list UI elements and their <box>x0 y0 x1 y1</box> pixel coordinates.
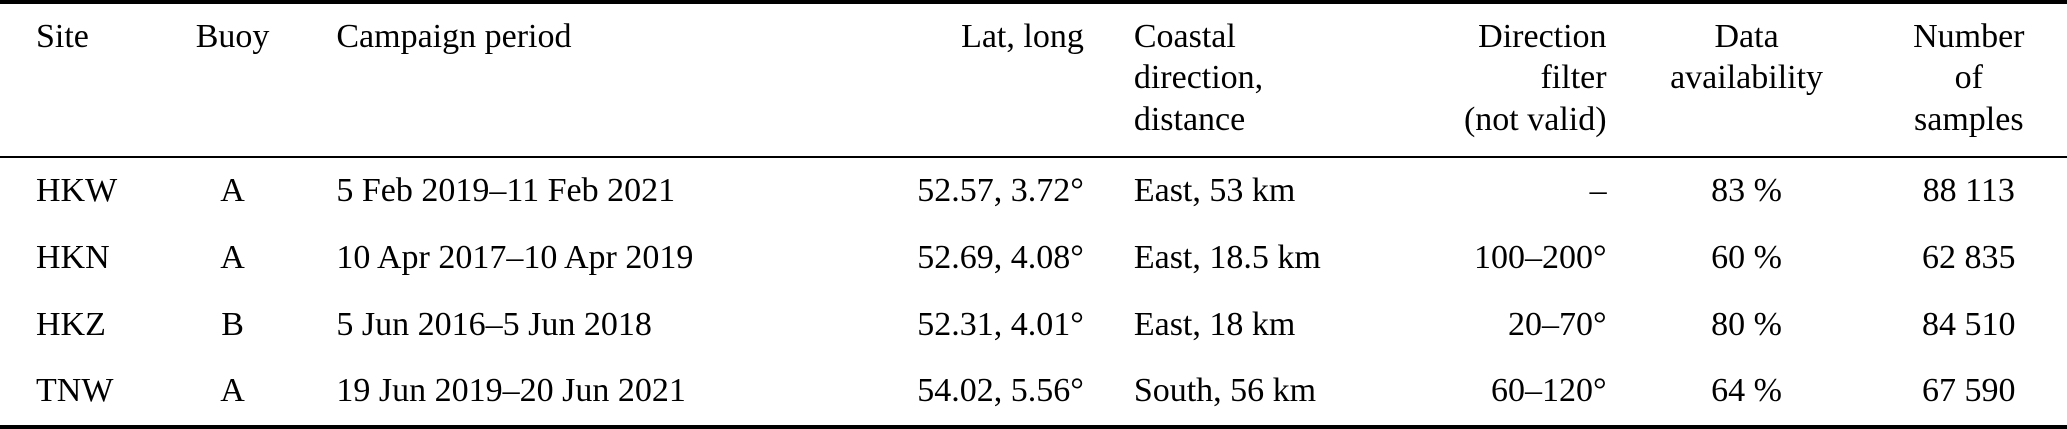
cell-lat-long: 52.57, 3.72° <box>917 172 1084 210</box>
cell-number-of-samples: 88 113 <box>1922 172 2015 210</box>
header-line: availability <box>1670 59 1824 97</box>
cell-direction-filter: 20–70° <box>1507 305 1607 343</box>
cell-direction-filter: 60–120° <box>1490 372 1607 410</box>
header-line: samples <box>1914 100 2024 138</box>
table-row: HKW A 5 Feb 2019–11 Feb 2021 52.57, 3.72… <box>0 157 2067 225</box>
cell-number-of-samples: 84 510 <box>1922 305 2016 343</box>
header-line: Data <box>1714 18 1779 55</box>
header-line: Campaign period <box>336 18 572 55</box>
cell-lat-long: 52.31, 4.01° <box>917 305 1084 343</box>
cell-buoy: A <box>220 372 245 410</box>
header-line: direction, <box>1133 59 1264 97</box>
header-line: Number <box>1913 18 2025 55</box>
table-body: HKW A 5 Feb 2019–11 Feb 2021 52.57, 3.72… <box>0 157 2067 427</box>
cell-data-availability: 83 % <box>1711 172 1782 210</box>
header-line: filter <box>1540 59 1607 97</box>
header-line: Lat, long <box>961 18 1084 55</box>
header-line: Site <box>36 18 89 55</box>
table-row: TNW A 19 Jun 2019–20 Jun 2021 54.02, 5.5… <box>0 358 2067 427</box>
cell-data-availability: 64 % <box>1711 372 1782 410</box>
col-header-lat-long: Lat, long <box>868 2 1106 159</box>
cell-coastal-direction-distance: East, 18 km <box>1133 305 1296 343</box>
cell-site: HKN <box>36 238 110 276</box>
header-line: Direction <box>1478 18 1607 55</box>
col-header-site: Site <box>0 2 145 159</box>
cell-number-of-samples: 67 590 <box>1922 372 2016 410</box>
table-header-row: Site Buoy Campaign period Lat, long Coas… <box>0 2 2067 159</box>
col-header-data-availability: Data availability <box>1622 2 1871 159</box>
cell-site: HKW <box>36 172 118 210</box>
cell-coastal-direction-distance: South, 56 km <box>1133 372 1317 410</box>
cell-data-availability: 80 % <box>1711 305 1782 343</box>
cell-lat-long: 52.69, 4.08° <box>917 238 1084 276</box>
cell-campaign-period: 19 Jun 2019–20 Jun 2021 <box>336 372 686 410</box>
cell-lat-long: 54.02, 5.56° <box>917 372 1084 410</box>
col-header-number-of-samples: Number of samples <box>1870 2 2067 159</box>
header-line: (not valid) <box>1463 100 1607 138</box>
cell-direction-filter: 100–200° <box>1473 238 1607 276</box>
col-header-coastal-direction-distance: Coastal direction, distance <box>1105 2 1437 159</box>
cell-site: TNW <box>36 372 114 410</box>
cell-buoy: A <box>220 238 245 276</box>
header-line: of <box>1954 59 1983 97</box>
table-row: Site Buoy Campaign period Lat, long Coas… <box>0 2 2067 159</box>
col-header-campaign-period: Campaign period <box>320 2 869 159</box>
table-row: HKN A 10 Apr 2017–10 Apr 2019 52.69, 4.0… <box>0 225 2067 292</box>
col-header-direction-filter: Direction filter (not valid) <box>1436 2 1623 159</box>
cell-buoy: B <box>221 305 244 343</box>
cell-data-availability: 60 % <box>1711 238 1782 276</box>
cell-campaign-period: 5 Jun 2016–5 Jun 2018 <box>336 305 652 343</box>
cell-buoy: A <box>220 172 245 210</box>
header-line: distance <box>1133 100 1246 138</box>
cell-campaign-period: 10 Apr 2017–10 Apr 2019 <box>336 238 694 276</box>
header-line: Buoy <box>195 18 270 55</box>
cell-coastal-direction-distance: East, 53 km <box>1133 172 1296 210</box>
cell-coastal-direction-distance: East, 18.5 km <box>1133 238 1321 276</box>
cell-site: HKZ <box>36 305 106 343</box>
cell-direction-filter: – <box>1589 172 1607 210</box>
cell-number-of-samples: 62 835 <box>1922 238 2016 276</box>
col-header-buoy: Buoy <box>144 2 321 159</box>
table-row: HKZ B 5 Jun 2016–5 Jun 2018 52.31, 4.01°… <box>0 292 2067 359</box>
header-line: Coastal <box>1133 18 1236 55</box>
cell-campaign-period: 5 Feb 2019–11 Feb 2021 <box>336 172 676 210</box>
